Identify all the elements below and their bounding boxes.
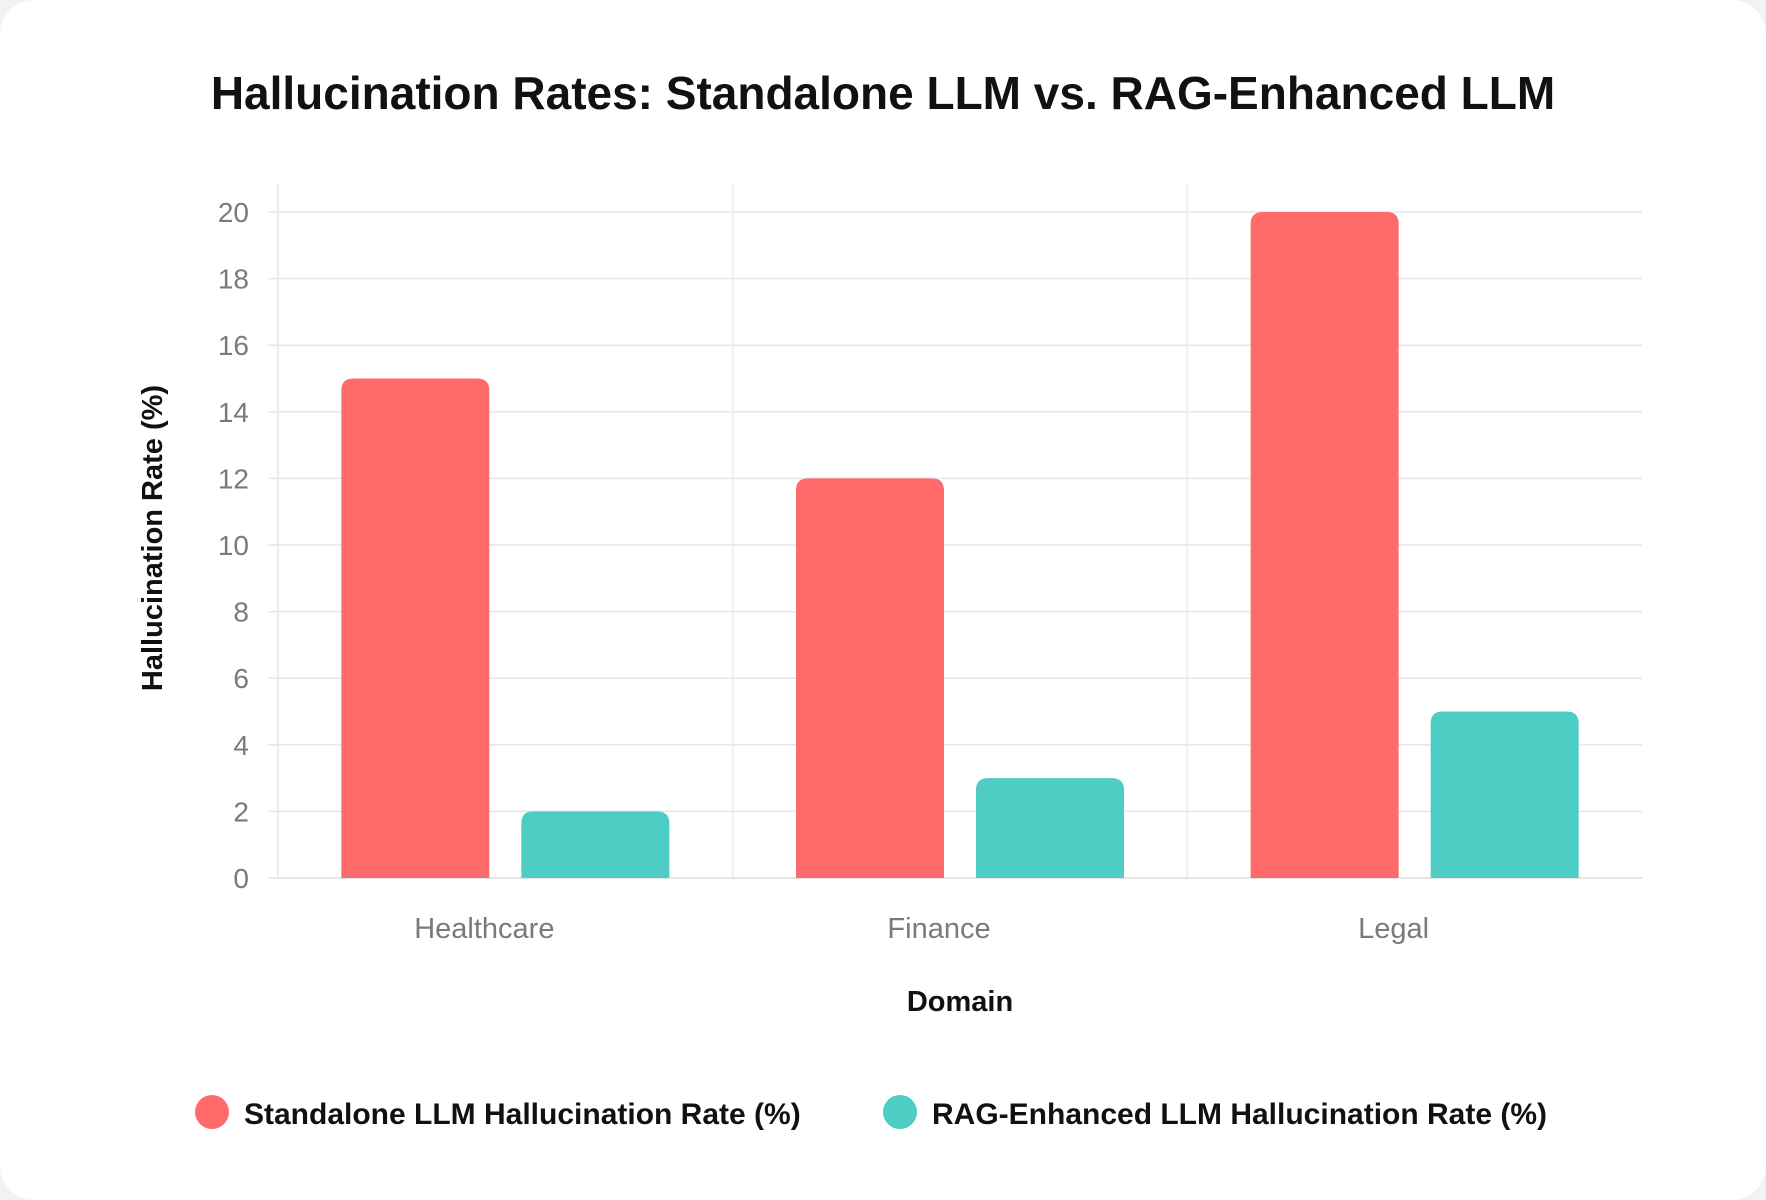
x-tick-label: Healthcare — [414, 913, 554, 945]
y-tick-label: 14 — [218, 397, 249, 428]
y-axis-ticks: 0 2 4 6 8 10 12 14 16 18 20 — [218, 197, 249, 894]
y-tick-label: 6 — [233, 663, 249, 694]
y-tick-label: 8 — [233, 597, 249, 628]
legend-swatch-standalone — [195, 1095, 229, 1129]
y-tick-label: 12 — [218, 463, 249, 494]
y-axis-title: Hallucination Rate (%) — [137, 385, 169, 691]
legend: Standalone LLM Hallucination Rate (%) RA… — [195, 1095, 1547, 1131]
y-tick-label: 2 — [233, 796, 249, 827]
x-axis-ticks: Healthcare Finance Legal — [414, 913, 1429, 945]
legend-label-standalone: Standalone LLM Hallucination Rate (%) — [244, 1098, 801, 1131]
x-tick-label: Legal — [1358, 913, 1429, 945]
y-tick-label: 10 — [218, 530, 249, 561]
y-tick-label: 16 — [218, 330, 249, 361]
chart-title: Hallucination Rates: Standalone LLM vs. … — [211, 67, 1555, 119]
x-tick-label: Finance — [887, 913, 990, 945]
bar-rag-healthcare — [521, 811, 670, 878]
bar-standalone-legal — [1250, 212, 1399, 878]
bars — [341, 212, 1579, 878]
y-tick-label: 18 — [218, 264, 249, 295]
y-tick-label: 4 — [233, 730, 249, 761]
bar-standalone-finance — [796, 478, 944, 878]
legend-swatch-rag — [883, 1095, 917, 1129]
y-tick-label: 20 — [218, 197, 249, 228]
y-tick-label: 0 — [233, 863, 249, 894]
grid — [268, 184, 1642, 879]
legend-label-rag: RAG-Enhanced LLM Hallucination Rate (%) — [932, 1098, 1547, 1131]
bar-standalone-healthcare — [341, 378, 490, 878]
bar-rag-legal — [1430, 711, 1579, 878]
x-axis-title: Domain — [907, 986, 1013, 1018]
bar-rag-finance — [976, 778, 1124, 878]
